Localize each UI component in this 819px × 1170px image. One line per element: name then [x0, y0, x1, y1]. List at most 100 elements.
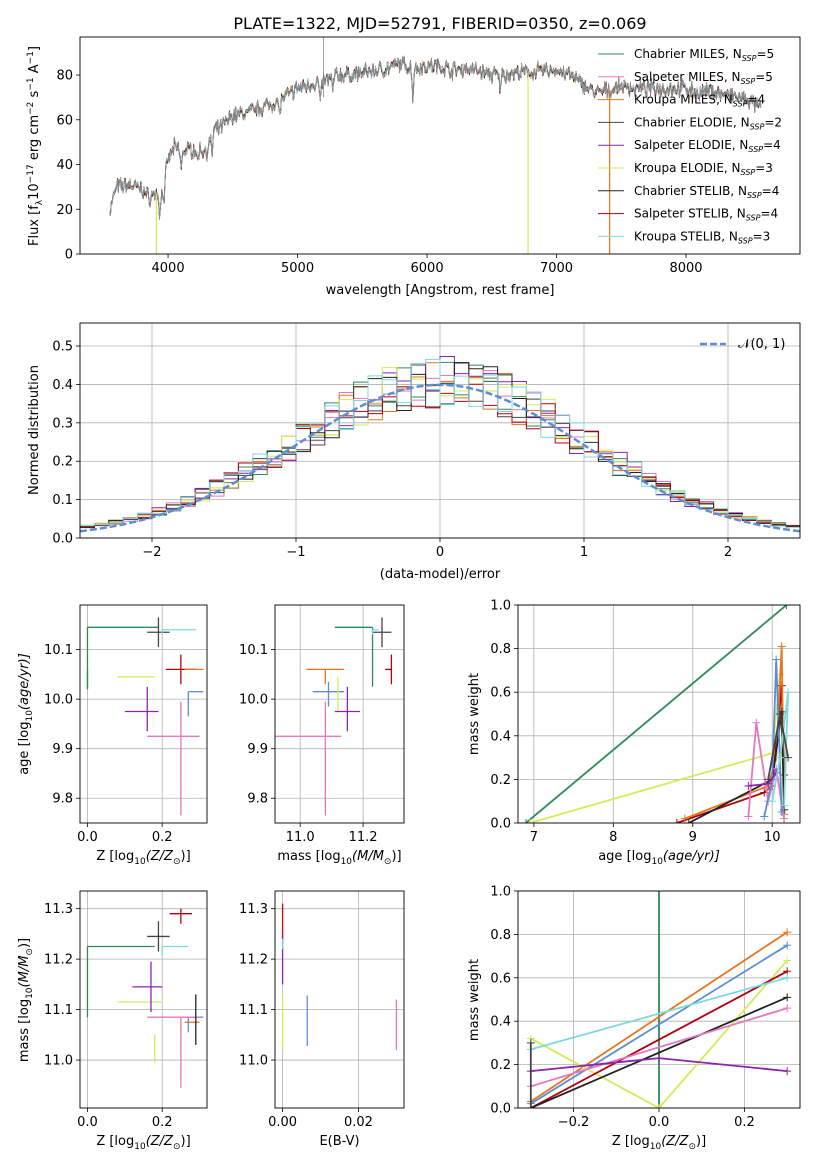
- x-tick-label: 8: [609, 830, 617, 845]
- label-part: , N: [733, 115, 750, 129]
- label-part: (Z/Z: [146, 849, 174, 864]
- point-marker: [783, 1067, 792, 1076]
- mass-weight-line: [530, 959, 788, 1108]
- x-axis-label: age [log10(age/yr)]: [598, 849, 720, 867]
- label-part: )]: [391, 849, 401, 864]
- y-tick-label: 0.1: [52, 493, 73, 508]
- axes-frame: [274, 890, 405, 1109]
- point-marker: [784, 688, 793, 697]
- y-tick-label: 0.4: [490, 729, 511, 744]
- x-tick-label: 0: [436, 545, 444, 560]
- point-marker: [684, 819, 693, 823]
- y-tick-label: 9.9: [247, 742, 268, 757]
- plot-area: [80, 356, 800, 533]
- mass-weight-line: [530, 944, 788, 1105]
- label-part: Kroupa STELIB: [634, 229, 721, 243]
- label-part: Kroupa ELODIE: [634, 161, 724, 175]
- age-vs-metallicity-panel: 0.0 0.29.89.910.010.1Z [log10(Z/Z⊙)]age […: [17, 604, 208, 867]
- label-part: Flux [f: [27, 205, 42, 246]
- y-tick-label: 80: [56, 69, 73, 84]
- x-tick-label: 0.02: [344, 1115, 373, 1130]
- point-marker: [777, 642, 786, 651]
- y-tick-label: 10.1: [239, 643, 268, 658]
- point-marker: [777, 808, 786, 817]
- point-marker: [752, 718, 761, 727]
- y-axis-label: mass [log10(M/M⊙)]: [17, 938, 35, 1062]
- point-marker: [655, 891, 663, 895]
- label-part: (age/yr)]: [17, 653, 32, 710]
- y-tick-label: 11.2: [44, 953, 73, 968]
- y-tick-label: 11.1: [239, 1003, 268, 1018]
- x-tick-label: 0.2: [734, 1115, 755, 1130]
- y-tick-label: 11.2: [239, 953, 268, 968]
- label-part: =: [755, 70, 765, 84]
- legend-entry: 𝒩(0, 1): [738, 337, 785, 352]
- label-part: SSP: [747, 191, 762, 200]
- label-part: SSP: [746, 214, 761, 223]
- label-part: 10: [134, 1142, 146, 1152]
- label-part: , N: [724, 161, 741, 175]
- label-part: Salpeter STELIB: [634, 207, 729, 221]
- x-tick-label: 0.0: [77, 830, 98, 845]
- y-tick-label: 11.1: [44, 1003, 73, 1018]
- label-part: ⊙: [688, 1142, 696, 1152]
- label-part: , N: [732, 138, 749, 152]
- y-tick-label: 1.0: [490, 885, 511, 900]
- label-part: SSP: [733, 100, 748, 109]
- y-tick-label: 11.0: [239, 1054, 268, 1069]
- y-axis-label: Normed distribution: [27, 365, 42, 495]
- point-marker: [760, 812, 769, 821]
- x-tick-label: −1: [286, 545, 305, 560]
- label-part: ⊙: [384, 857, 392, 867]
- x-axis-label: mass [log10(M/M⊙)]: [277, 849, 401, 867]
- mass-vs-metallicity-panel: 0.0 0.211.011.111.211.3Z [log10(Z/Z⊙)]mas…: [17, 890, 208, 1152]
- axes-frame: [274, 604, 405, 824]
- x-tick-label: 7: [530, 830, 538, 845]
- label-part: , N: [730, 184, 747, 198]
- y-tick-label: 0.6: [490, 971, 511, 986]
- x-tick-label: 0.0: [649, 1115, 670, 1130]
- label-part: (M/M: [17, 956, 32, 988]
- x-tick-label: 11.0: [286, 830, 315, 845]
- label-part: SSP: [738, 236, 753, 245]
- x-axis-label: Z [log10(Z/Z⊙)]: [612, 1134, 706, 1152]
- label-part: Salpeter ELODIE: [634, 138, 732, 152]
- y-tick-label: 0.3: [52, 416, 73, 431]
- label-part: 4: [772, 184, 780, 198]
- label-part: =: [763, 138, 773, 152]
- label-part: 10: [27, 183, 42, 200]
- x-tick-label: 1: [580, 545, 588, 560]
- plot-area: [86, 908, 204, 1088]
- point-marker: [772, 655, 781, 664]
- x-axis-label: E(B-V): [319, 1134, 359, 1149]
- label-part: SSP: [742, 54, 757, 63]
- label-part: 10: [341, 857, 353, 867]
- label-part: Z [log: [96, 1134, 134, 1149]
- x-axis-label: wavelength [Angstrom, rest frame]: [326, 283, 555, 298]
- mass-weight-line: [688, 711, 785, 823]
- label-part: mass [log: [17, 999, 32, 1062]
- x-tick-label: 9: [689, 830, 697, 845]
- y-tick-label: 11.0: [44, 1054, 73, 1069]
- legend-entry: Chabrier ELODIE, NSSP=2: [634, 115, 782, 131]
- point-marker: [783, 1004, 792, 1013]
- x-axis-label: Z [log10(Z/Z⊙)]: [96, 1134, 190, 1152]
- mass-weight-line: [530, 1007, 788, 1088]
- label-part: Z [log: [612, 1134, 650, 1149]
- label-part: SSP: [741, 77, 756, 86]
- label-part: =: [753, 229, 763, 243]
- x-tick-label: 0.2: [152, 830, 173, 845]
- x-axis-label: Z [log10(Z/Z⊙)]: [96, 849, 190, 867]
- label-part: =: [760, 207, 770, 221]
- y-tick-label: 10.0: [239, 693, 268, 708]
- x-tick-label: 6000: [411, 261, 444, 276]
- x-tick-label: 7000: [540, 261, 573, 276]
- plot-area: [281, 903, 398, 1050]
- axes-frame: [79, 322, 801, 539]
- label-part: Chabrier ELODIE: [634, 115, 733, 129]
- y-tick-label: 0.6: [490, 686, 511, 701]
- label-part: mass [log: [277, 849, 340, 864]
- label-part: 3: [763, 229, 771, 243]
